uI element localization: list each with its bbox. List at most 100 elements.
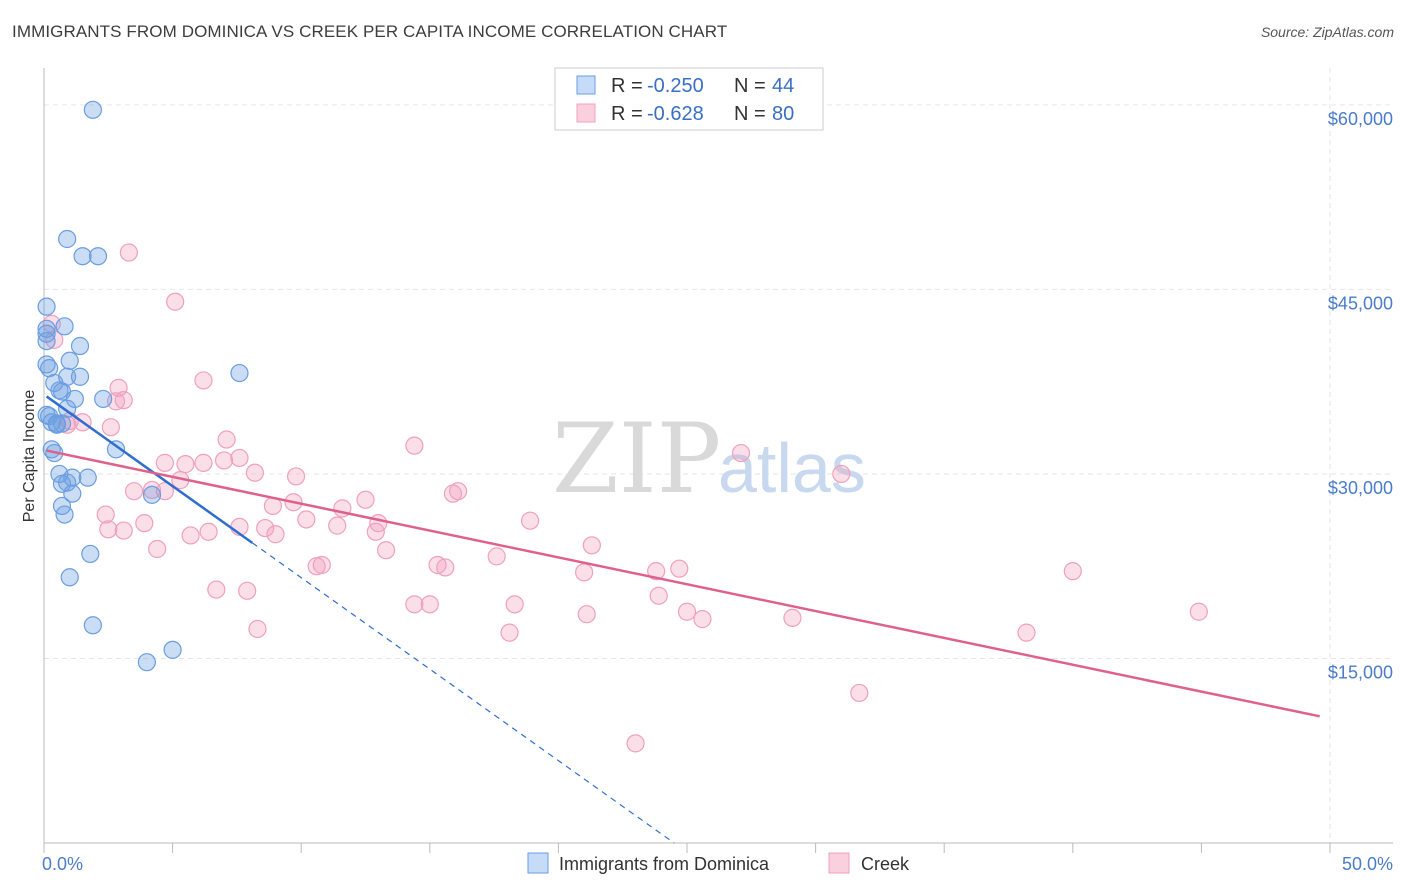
creek-point bbox=[238, 581, 257, 600]
creek-point bbox=[443, 484, 463, 503]
gridlines bbox=[44, 68, 1393, 843]
creek-point bbox=[142, 480, 162, 500]
creek-point bbox=[248, 619, 267, 639]
dominica-point bbox=[163, 640, 182, 659]
creek-point bbox=[626, 734, 645, 753]
legend-r-value-1: -0.250 bbox=[647, 75, 704, 97]
creek-point bbox=[176, 455, 195, 474]
creek-point bbox=[677, 602, 697, 621]
y-tick-label-1: $30,000 bbox=[1328, 478, 1393, 498]
creek-point bbox=[1189, 602, 1208, 621]
dominica-point bbox=[83, 100, 102, 119]
dominica-point bbox=[94, 389, 113, 409]
dominica-point bbox=[55, 505, 74, 524]
dominica-trend-extension bbox=[251, 542, 675, 844]
creek-point bbox=[214, 451, 234, 470]
dominica-point bbox=[70, 336, 90, 356]
dominica-point bbox=[52, 414, 72, 433]
dominica-point bbox=[37, 297, 56, 316]
creek-point bbox=[230, 448, 249, 468]
legend-swatch-dominica bbox=[576, 75, 596, 95]
legend-r-label-1: R = bbox=[611, 75, 643, 97]
creek-point bbox=[155, 453, 174, 472]
creek-point bbox=[500, 623, 519, 642]
legend-swatch-creek bbox=[576, 103, 596, 123]
creek-point bbox=[194, 371, 213, 390]
creek-point bbox=[405, 595, 424, 614]
axes bbox=[43, 68, 1393, 844]
legend-n-value-1: 44 bbox=[772, 75, 794, 97]
creek-point bbox=[487, 547, 506, 566]
watermark-atlas: atlas bbox=[718, 429, 866, 507]
correlation-legend: R = -0.250 N = 44 R = -0.628 N = 80 bbox=[554, 67, 824, 131]
creek-point bbox=[670, 559, 689, 578]
creek-point bbox=[101, 418, 120, 437]
chart-title: IMMIGRANTS FROM DOMINICA VS CREEK PER CA… bbox=[12, 22, 728, 41]
creek-point bbox=[505, 595, 524, 614]
y-tick-labels: $15,000 $30,000 $45,000 $60,000 bbox=[1328, 109, 1393, 683]
dominica-point bbox=[88, 247, 108, 266]
legend-r-label-2: R = bbox=[611, 103, 643, 125]
bottom-legend-swatch-dominica bbox=[527, 852, 549, 874]
creek-trend-line bbox=[46, 449, 1320, 718]
creek-point bbox=[693, 610, 712, 629]
dominica-point bbox=[70, 367, 90, 386]
creek-point bbox=[245, 463, 265, 482]
y-tick-label-2: $45,000 bbox=[1328, 293, 1393, 313]
creek-point bbox=[119, 243, 138, 262]
creek-point bbox=[577, 605, 596, 624]
dominica-point bbox=[50, 381, 69, 400]
dominica-point bbox=[37, 324, 56, 343]
creek-point bbox=[166, 292, 185, 311]
watermark-zip: ZIP bbox=[552, 403, 721, 515]
legend-box bbox=[554, 67, 824, 131]
creek-point bbox=[96, 505, 115, 524]
dominica-point bbox=[47, 414, 66, 433]
creek-point bbox=[521, 511, 540, 530]
creek-point bbox=[114, 391, 133, 410]
creek-point bbox=[199, 522, 218, 541]
dominica-point bbox=[83, 616, 102, 635]
dominica-point bbox=[81, 544, 100, 564]
creek-point bbox=[649, 586, 668, 605]
creek-point bbox=[297, 510, 316, 529]
dominica-point bbox=[73, 247, 92, 266]
dominica-point bbox=[65, 389, 84, 409]
dominica-point bbox=[58, 229, 77, 249]
creek-point bbox=[328, 516, 347, 535]
dominica-point bbox=[137, 653, 156, 672]
creek-point bbox=[366, 522, 385, 541]
creek-point bbox=[124, 482, 144, 501]
creek-point bbox=[217, 430, 236, 449]
creek-point bbox=[286, 467, 306, 486]
creek-point bbox=[266, 525, 285, 544]
x-ticks bbox=[43, 843, 1331, 853]
x-tick-label-min: 0.0% bbox=[42, 854, 83, 874]
trend-lines bbox=[45, 395, 1320, 844]
dominica-point bbox=[60, 568, 79, 587]
chart-source: Source: ZipAtlas.com bbox=[1260, 24, 1394, 40]
creek-points bbox=[42, 243, 1208, 753]
creek-point bbox=[850, 683, 869, 703]
watermark: ZIP atlas bbox=[552, 403, 866, 515]
bottom-legend-label-creek: Creek bbox=[861, 854, 910, 874]
creek-point bbox=[575, 563, 594, 582]
dominica-point bbox=[37, 319, 56, 338]
dominica-point bbox=[55, 317, 74, 336]
creek-point bbox=[647, 562, 666, 581]
y-tick-label-0: $15,000 bbox=[1328, 662, 1393, 682]
creek-point bbox=[135, 514, 154, 533]
creek-point bbox=[376, 541, 396, 560]
legend-n-label-1: N = bbox=[734, 75, 766, 97]
creek-point bbox=[582, 536, 601, 555]
creek-point bbox=[428, 555, 447, 575]
creek-point bbox=[256, 518, 275, 538]
legend-r-value-2: -0.628 bbox=[647, 103, 704, 125]
dominica-point bbox=[106, 440, 126, 459]
creek-point bbox=[783, 608, 802, 627]
creek-point bbox=[114, 521, 133, 540]
x-tick-label-max: 50.0% bbox=[1342, 854, 1393, 874]
bottom-legend: Immigrants from Dominica Creek bbox=[527, 852, 910, 874]
creek-point bbox=[181, 526, 200, 545]
